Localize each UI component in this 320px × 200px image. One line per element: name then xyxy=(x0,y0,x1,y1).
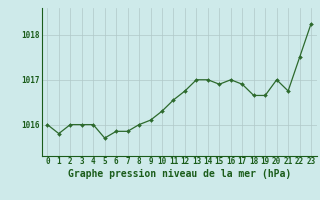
X-axis label: Graphe pression niveau de la mer (hPa): Graphe pression niveau de la mer (hPa) xyxy=(68,169,291,179)
